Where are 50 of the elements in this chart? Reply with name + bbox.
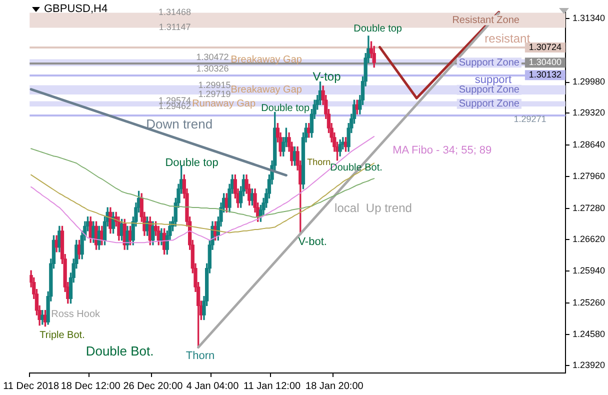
y-tick-label: 1.29320 bbox=[572, 108, 606, 118]
annotation: 1.29719 bbox=[198, 88, 231, 99]
y-tick-label: 1.24580 bbox=[572, 329, 606, 340]
annotation: local Up trend bbox=[334, 201, 412, 216]
x-tick-label: 11 Dec 2018 bbox=[3, 380, 60, 392]
annotation: Double top bbox=[261, 103, 310, 114]
annotation: Double top bbox=[165, 157, 218, 170]
y-tick-label: 1.28640 bbox=[572, 139, 606, 150]
ref-line-label: 1.30132 bbox=[528, 70, 562, 80]
y-tick-label: 1.29980 bbox=[572, 76, 606, 87]
x-tick-label: 26 Dec 20:00 bbox=[123, 380, 184, 392]
x-tick-label: 11 Jan 12:00 bbox=[243, 380, 302, 392]
annotation: Thorn bbox=[307, 157, 331, 168]
annotation: support bbox=[474, 74, 512, 86]
x-tick-label: 4 Jan 04:00 bbox=[186, 380, 240, 392]
annotation: Breakaway Gap bbox=[230, 84, 302, 96]
annotation: Double Bot. bbox=[330, 162, 382, 174]
annotation: 1.30326 bbox=[196, 64, 229, 74]
chart-title: GBPUSD,H4 bbox=[44, 3, 108, 15]
y-tick-label: 1.25260 bbox=[572, 297, 606, 308]
annotation: 1.31147 bbox=[158, 22, 191, 32]
y-tick-label: 1.27280 bbox=[572, 202, 606, 213]
annotation: Thorn bbox=[186, 350, 215, 362]
annotation: Double Bot. bbox=[86, 344, 154, 359]
annotation: V-top bbox=[312, 69, 342, 84]
annotation: 1.31468 bbox=[158, 7, 192, 18]
y-tick-label: 1.25940 bbox=[572, 266, 606, 276]
annotation: Triple Bot. bbox=[40, 330, 85, 341]
annotation: Down trend bbox=[146, 116, 213, 132]
x-tick-label: 18 Jan 20:00 bbox=[305, 380, 364, 392]
annotation: 1.30472 bbox=[196, 52, 229, 62]
ref-line-label: 1.30400 bbox=[528, 57, 562, 68]
y-tick-label: 1.23920 bbox=[572, 360, 606, 370]
band-label: Support Zone bbox=[458, 84, 520, 96]
annotation: Runaway Gap bbox=[192, 98, 256, 110]
annotation: V-bot. bbox=[298, 236, 327, 248]
band-label: Resistant Zone bbox=[452, 14, 520, 26]
band-label: Support Zone bbox=[458, 57, 520, 68]
annotation: resistant bbox=[484, 32, 531, 46]
x-tick-label: 18 Dec 12:00 bbox=[60, 380, 121, 392]
annotation: Double top bbox=[354, 24, 402, 35]
annotation: Ross Hook bbox=[51, 308, 102, 320]
annotation: 1.29915 bbox=[198, 80, 231, 90]
band-label: Support Zone bbox=[458, 98, 520, 110]
y-tick-label: 1.27960 bbox=[572, 171, 606, 182]
annotation: 1.29271 bbox=[514, 114, 546, 124]
ref-line-label: 1.30724 bbox=[528, 42, 562, 52]
y-tick-label: 1.31340 bbox=[572, 13, 606, 24]
annotation: MA Fibo - 34; 55; 89 bbox=[392, 144, 492, 157]
y-tick-label: 1.26620 bbox=[572, 234, 606, 244]
